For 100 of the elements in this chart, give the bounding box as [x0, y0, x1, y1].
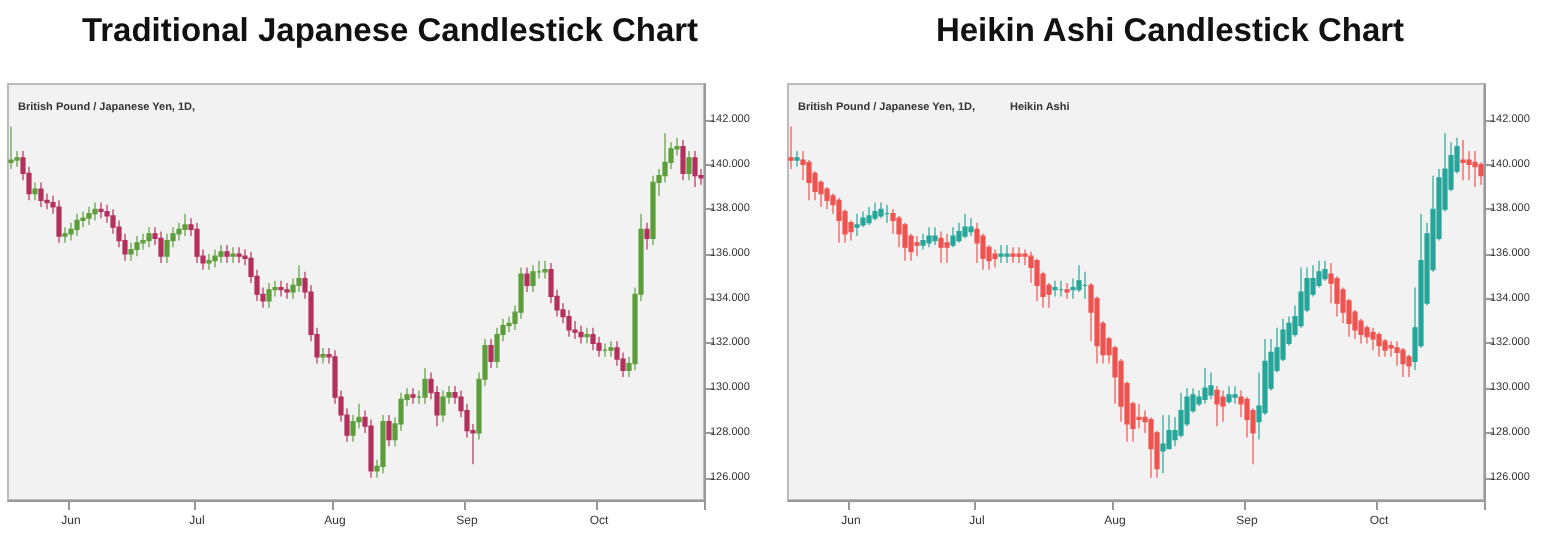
candlestick	[32, 181, 38, 201]
chart-title: Heikin Ashi Candlestick Chart	[935, 13, 1406, 49]
candlestick	[1298, 266, 1304, 329]
candlestick	[686, 150, 692, 181]
candlestick	[164, 233, 170, 264]
candlestick	[608, 340, 614, 358]
candlestick	[320, 347, 326, 365]
candlestick	[566, 309, 572, 338]
candlestick	[1178, 392, 1184, 438]
candlestick	[1202, 367, 1208, 405]
candlestick	[944, 233, 950, 264]
candlestick	[80, 210, 86, 228]
candlestick	[1082, 271, 1088, 300]
candlestick	[1214, 385, 1220, 427]
candlestick	[884, 204, 890, 224]
candlestick	[98, 201, 104, 219]
candlestick	[140, 233, 146, 251]
candlestick	[794, 150, 800, 168]
candlestick	[1382, 338, 1388, 358]
candlestick	[680, 139, 686, 181]
candlestick	[968, 217, 974, 237]
candlestick	[1016, 246, 1022, 264]
candlestick	[524, 266, 530, 293]
candlestick	[194, 222, 200, 264]
candlestick	[878, 201, 884, 219]
candlestick	[230, 246, 236, 264]
candlestick	[788, 125, 794, 170]
candlestick	[440, 389, 446, 423]
candlestick	[296, 264, 302, 293]
candlestick	[1376, 331, 1382, 358]
candlestick	[836, 197, 842, 244]
candlestick	[134, 235, 140, 257]
candlestick	[596, 336, 602, 358]
candlestick	[1400, 347, 1406, 378]
candlestick	[1160, 414, 1166, 474]
candlestick	[866, 206, 872, 226]
candlestick	[530, 264, 536, 293]
candlestick	[914, 235, 920, 257]
candlestick	[206, 253, 212, 271]
candlestick	[824, 186, 830, 210]
candlestick	[1064, 282, 1070, 300]
candlestick	[1148, 416, 1154, 479]
candlestick	[872, 201, 878, 222]
candlestick	[926, 226, 932, 248]
candlestick	[158, 231, 164, 264]
candlestick	[1004, 244, 1010, 264]
candlestick	[584, 327, 590, 345]
candlestick	[176, 222, 182, 242]
candlestick	[236, 246, 242, 264]
candlestick	[68, 222, 74, 242]
candlestick	[1472, 150, 1478, 188]
candlestick	[998, 244, 1004, 264]
candlestick	[860, 210, 866, 228]
candlestick	[974, 222, 980, 264]
candlestick	[368, 418, 374, 479]
candlestick	[692, 150, 698, 188]
candlestick	[146, 226, 152, 248]
candlestick	[1010, 246, 1016, 264]
candlestick	[854, 213, 860, 237]
candlestick	[920, 233, 926, 251]
candlestick	[410, 387, 416, 405]
candlestick	[1316, 260, 1322, 289]
candlestick	[1358, 318, 1364, 345]
candlestick	[422, 367, 428, 405]
candlestick	[278, 280, 284, 298]
candlestick	[956, 222, 962, 244]
candlestick	[602, 342, 608, 358]
candlestick	[1232, 385, 1238, 405]
candlestick	[818, 179, 824, 208]
candlestick	[386, 414, 392, 447]
candlestick	[1370, 327, 1376, 351]
candlestick	[902, 222, 908, 262]
candlestick	[590, 327, 596, 351]
candlestick	[92, 201, 98, 222]
candlestick	[488, 338, 494, 369]
candlestick	[938, 231, 944, 264]
candlestick	[38, 181, 44, 208]
candlestick	[1058, 280, 1064, 298]
candlestick	[1406, 354, 1412, 378]
candlestick	[1076, 264, 1082, 293]
candlestick	[380, 414, 386, 474]
candlestick	[1460, 139, 1466, 181]
candlestick	[266, 282, 272, 309]
candlestick	[1208, 371, 1214, 400]
candlestick	[578, 324, 584, 345]
candlestick	[1052, 280, 1058, 298]
candlestick	[8, 125, 14, 170]
chart-title: Traditional Japanese Candlestick Chart	[81, 13, 700, 49]
candlestick	[992, 248, 998, 268]
candlestick	[128, 242, 134, 262]
candlestick	[56, 199, 62, 244]
candlestick	[218, 244, 224, 264]
candlestick	[806, 159, 812, 201]
candlestick	[62, 226, 68, 244]
candlestick	[1322, 260, 1328, 282]
candlestick	[1364, 324, 1370, 345]
candlestick	[494, 327, 500, 369]
candlestick	[1034, 257, 1040, 302]
candlestick	[74, 213, 80, 237]
candlestick	[950, 226, 956, 248]
